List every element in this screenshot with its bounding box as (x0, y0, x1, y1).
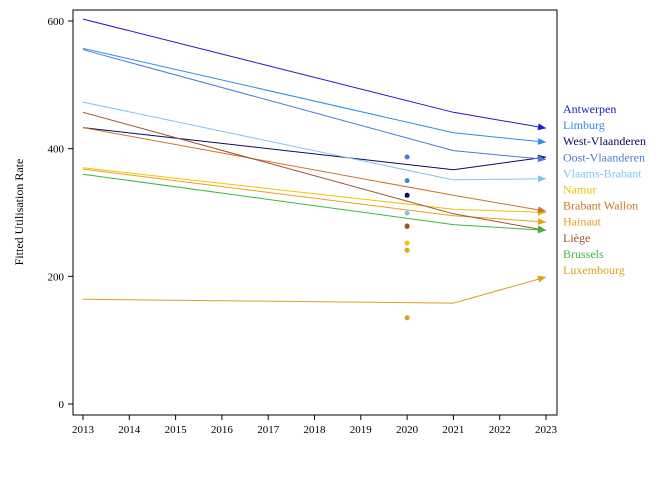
x-tick-label-2019: 2019 (350, 424, 373, 436)
data-point-limburg (404, 178, 410, 184)
y-axis-title: Fitted Utilisation Rate (12, 159, 26, 266)
legend-entry-west-vlaanderen: West-Vlaanderen (563, 134, 646, 148)
x-tick-label-2021: 2021 (442, 424, 464, 436)
series-arrow-limburg (537, 138, 546, 145)
series-line-namur (82, 167, 547, 213)
series-line-antwerpen (82, 18, 547, 129)
series-line-luxembourg (82, 276, 547, 304)
data-point-oost-vlaanderen (404, 154, 410, 160)
x-tick-label-2015: 2015 (165, 424, 188, 436)
x-tick-label-2016: 2016 (211, 424, 234, 436)
legend-entry-luxembourg: Luxembourg (563, 263, 625, 277)
x-tick-label-2023: 2023 (535, 424, 558, 436)
legend-entry-limburg: Limburg (563, 118, 605, 132)
series-arrow-brabant-wallon (537, 206, 546, 214)
legend-entry-namur: Namur (563, 183, 596, 197)
legend-entry-antwerpen: Antwerpen (563, 102, 616, 116)
series-line-vlaams-brabant (82, 101, 547, 181)
series-line-brabant-wallon (82, 127, 547, 212)
legend-entry-oost-vlaanderen: Oost-Vlaanderen (563, 150, 645, 164)
series-arrow-luxembourg (537, 275, 546, 283)
x-tick-label-2022: 2022 (489, 424, 511, 436)
data-point-namur (404, 240, 410, 246)
data-point-vlaams-brabant (404, 210, 410, 216)
y-tick-label-600: 600 (48, 16, 65, 28)
data-point-luxembourg (404, 315, 410, 321)
series-line-limburg (82, 47, 547, 143)
legend-entry-brabant-wallon: Brabant Wallon (563, 199, 638, 213)
series-arrow-oost-vlaanderen (537, 155, 546, 163)
x-tick-label-2014: 2014 (118, 424, 141, 436)
series-arrow-antwerpen (537, 123, 546, 131)
series-line-brussels (82, 173, 547, 231)
series-line-hainaut (82, 168, 547, 223)
data-point-liege (404, 224, 410, 229)
series-arrow-hainaut (537, 218, 546, 225)
series-layer (82, 18, 547, 304)
data-point-hainaut (404, 247, 410, 253)
legend: Antwerpen Limburg West-Vlaanderen Oost-Vlaa… (563, 102, 646, 277)
legend-entry-brussels: Brussels (563, 247, 604, 261)
plot-frame (72, 9, 558, 416)
x-tick-label-2017: 2017 (257, 424, 280, 436)
y-axis: 0 200 400 600 (48, 16, 73, 411)
series-arrow-vlaams-brabant (538, 175, 546, 183)
series-arrow-brussels (537, 226, 546, 234)
legend-entry-vlaams-brabant: Vlaams-Brabant (563, 166, 642, 180)
series-line-liege (82, 111, 547, 231)
legend-entry-hainaut: Hainaut (563, 215, 602, 229)
series-line-oost-vlaanderen (82, 49, 547, 160)
data-point-west-vlaanderen (404, 192, 410, 198)
x-tick-label-2020: 2020 (396, 424, 419, 436)
x-axis: 2013 2014 2015 2016 2017 2018 2019 2020 2021 2022… (72, 415, 558, 436)
y-tick-label-200: 200 (48, 271, 65, 283)
y-tick-label-400: 400 (48, 144, 65, 156)
y-tick-label-0: 0 (59, 399, 65, 411)
series-line-west-vlaanderen (82, 127, 547, 171)
legend-entry-liege: Liège (563, 231, 590, 245)
points-layer (404, 154, 410, 321)
x-tick-label-2018: 2018 (304, 424, 327, 436)
x-tick-label-2013: 2013 (72, 424, 95, 436)
